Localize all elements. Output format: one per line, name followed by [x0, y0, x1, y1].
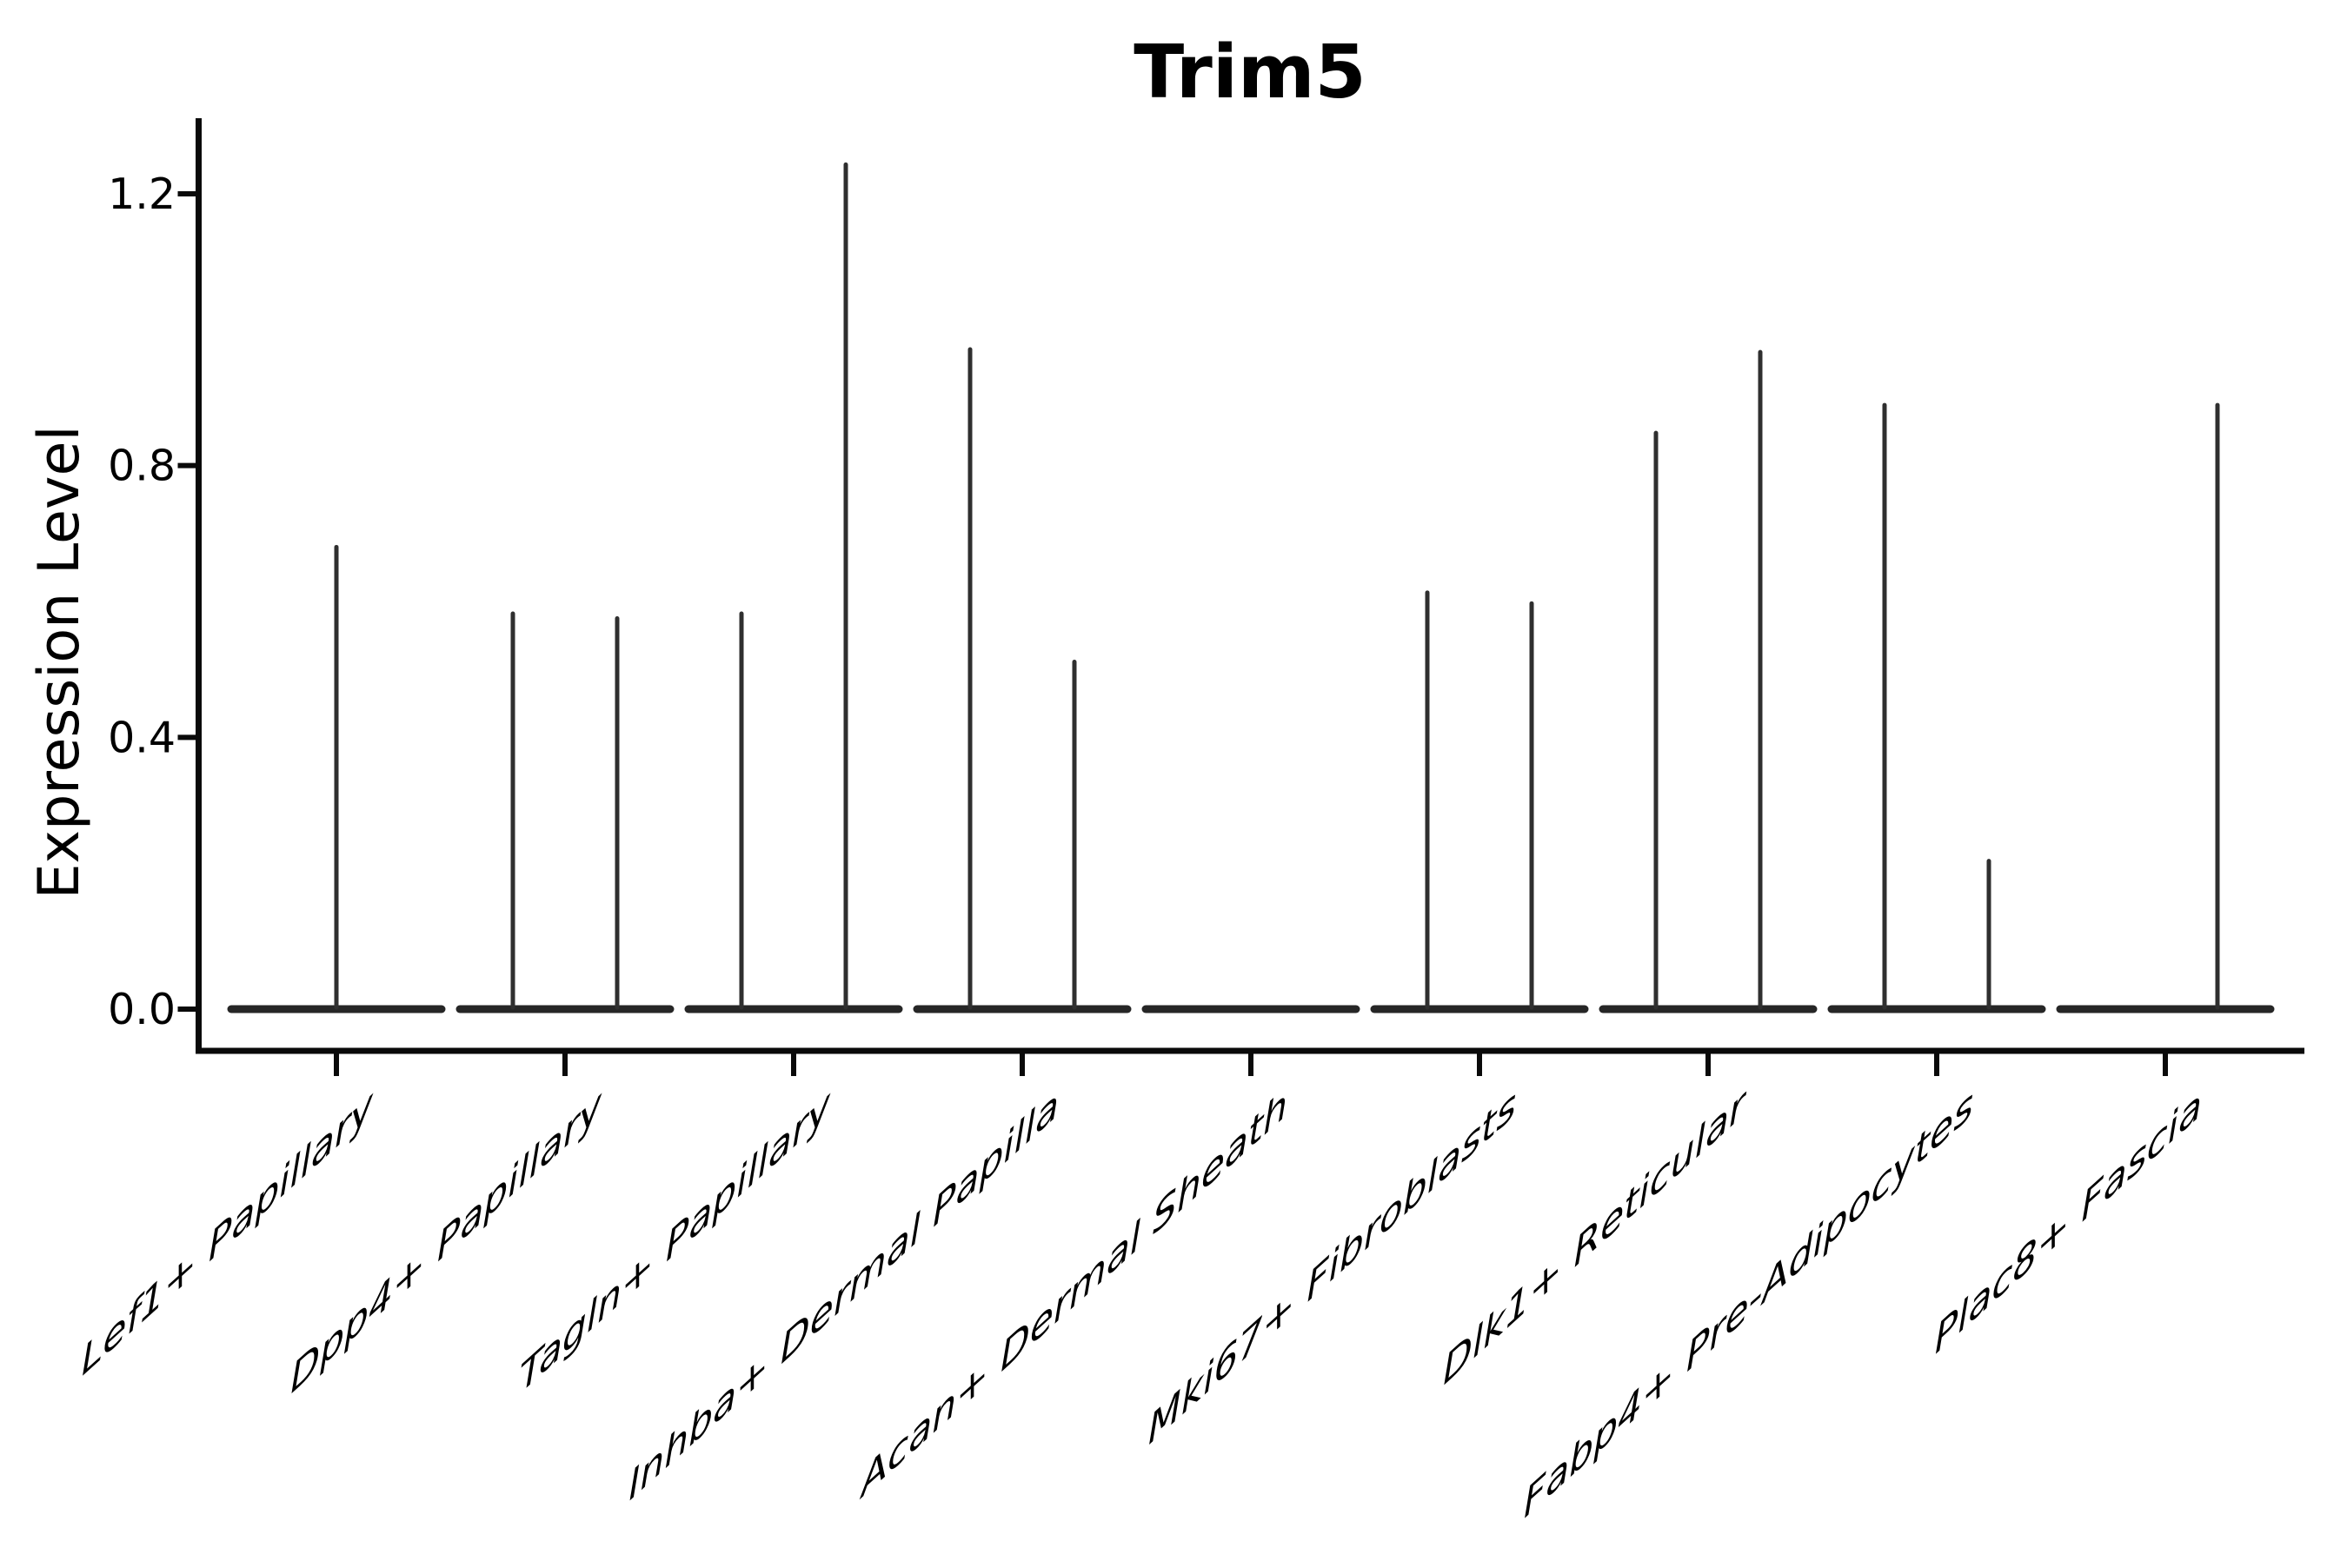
y-tick-label: 1.2 — [108, 169, 176, 219]
x-axis-category-label: Plac8+ Fascia — [1935, 1080, 2202, 1364]
x-axis-category-label: Mki67+ Fibroblasts — [1148, 1080, 1516, 1455]
x-axis-category-label: Fabp4+ Pre-Adipocytes — [1524, 1080, 1973, 1528]
x-axis-category-label: Acan+ Dermal Sheath — [859, 1080, 1287, 1509]
violins-layer — [227, 162, 2275, 1013]
y-axis-ticks: 0.0 0.4 0.8 1.2 — [108, 169, 199, 1034]
y-tick-label: 0.4 — [108, 713, 176, 762]
chart-title: Trim5 — [1134, 30, 1366, 116]
y-axis-label: Expression Level — [27, 425, 92, 899]
y-tick-label: 0.8 — [108, 442, 176, 491]
x-axis-ticks — [334, 1053, 2168, 1076]
y-tick-label: 0.0 — [108, 985, 176, 1034]
x-axis-category-label: Inhba+ Dermal Papilla — [628, 1080, 1059, 1511]
